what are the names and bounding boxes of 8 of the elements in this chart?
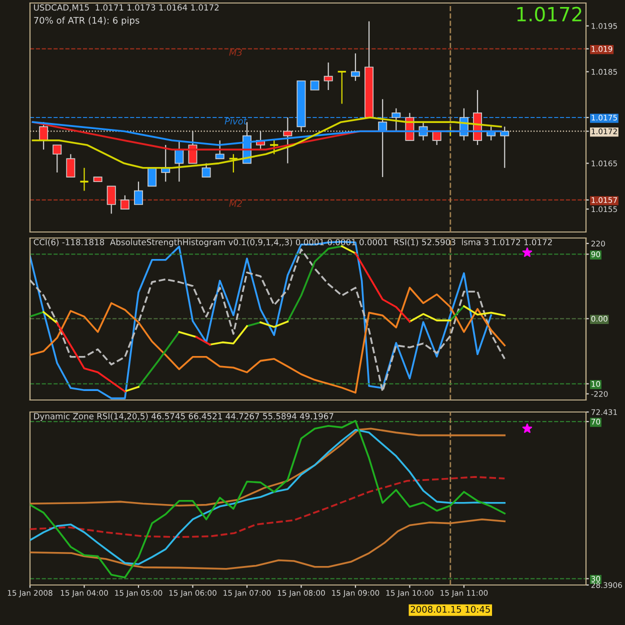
chart-title: Dynamic Zone RSI(14,20,5) 46.5745 66.4521 44.7267 55.5894 49.1967 <box>34 412 334 421</box>
ref-line-label: M2 <box>229 200 242 207</box>
ref-line-label: M3 <box>229 48 242 56</box>
annotation: 1.0172 <box>517 6 582 22</box>
ref-line-label: Pivot <box>224 118 248 124</box>
ref-line-label: 2008.01.15 10:45 <box>410 606 490 613</box>
text: 70% of ATR (14): 6 pips <box>34 16 140 26</box>
chart-title: USDCAD,M15 1.0171 1.0173 1.0164 1.0172 <box>34 4 219 12</box>
